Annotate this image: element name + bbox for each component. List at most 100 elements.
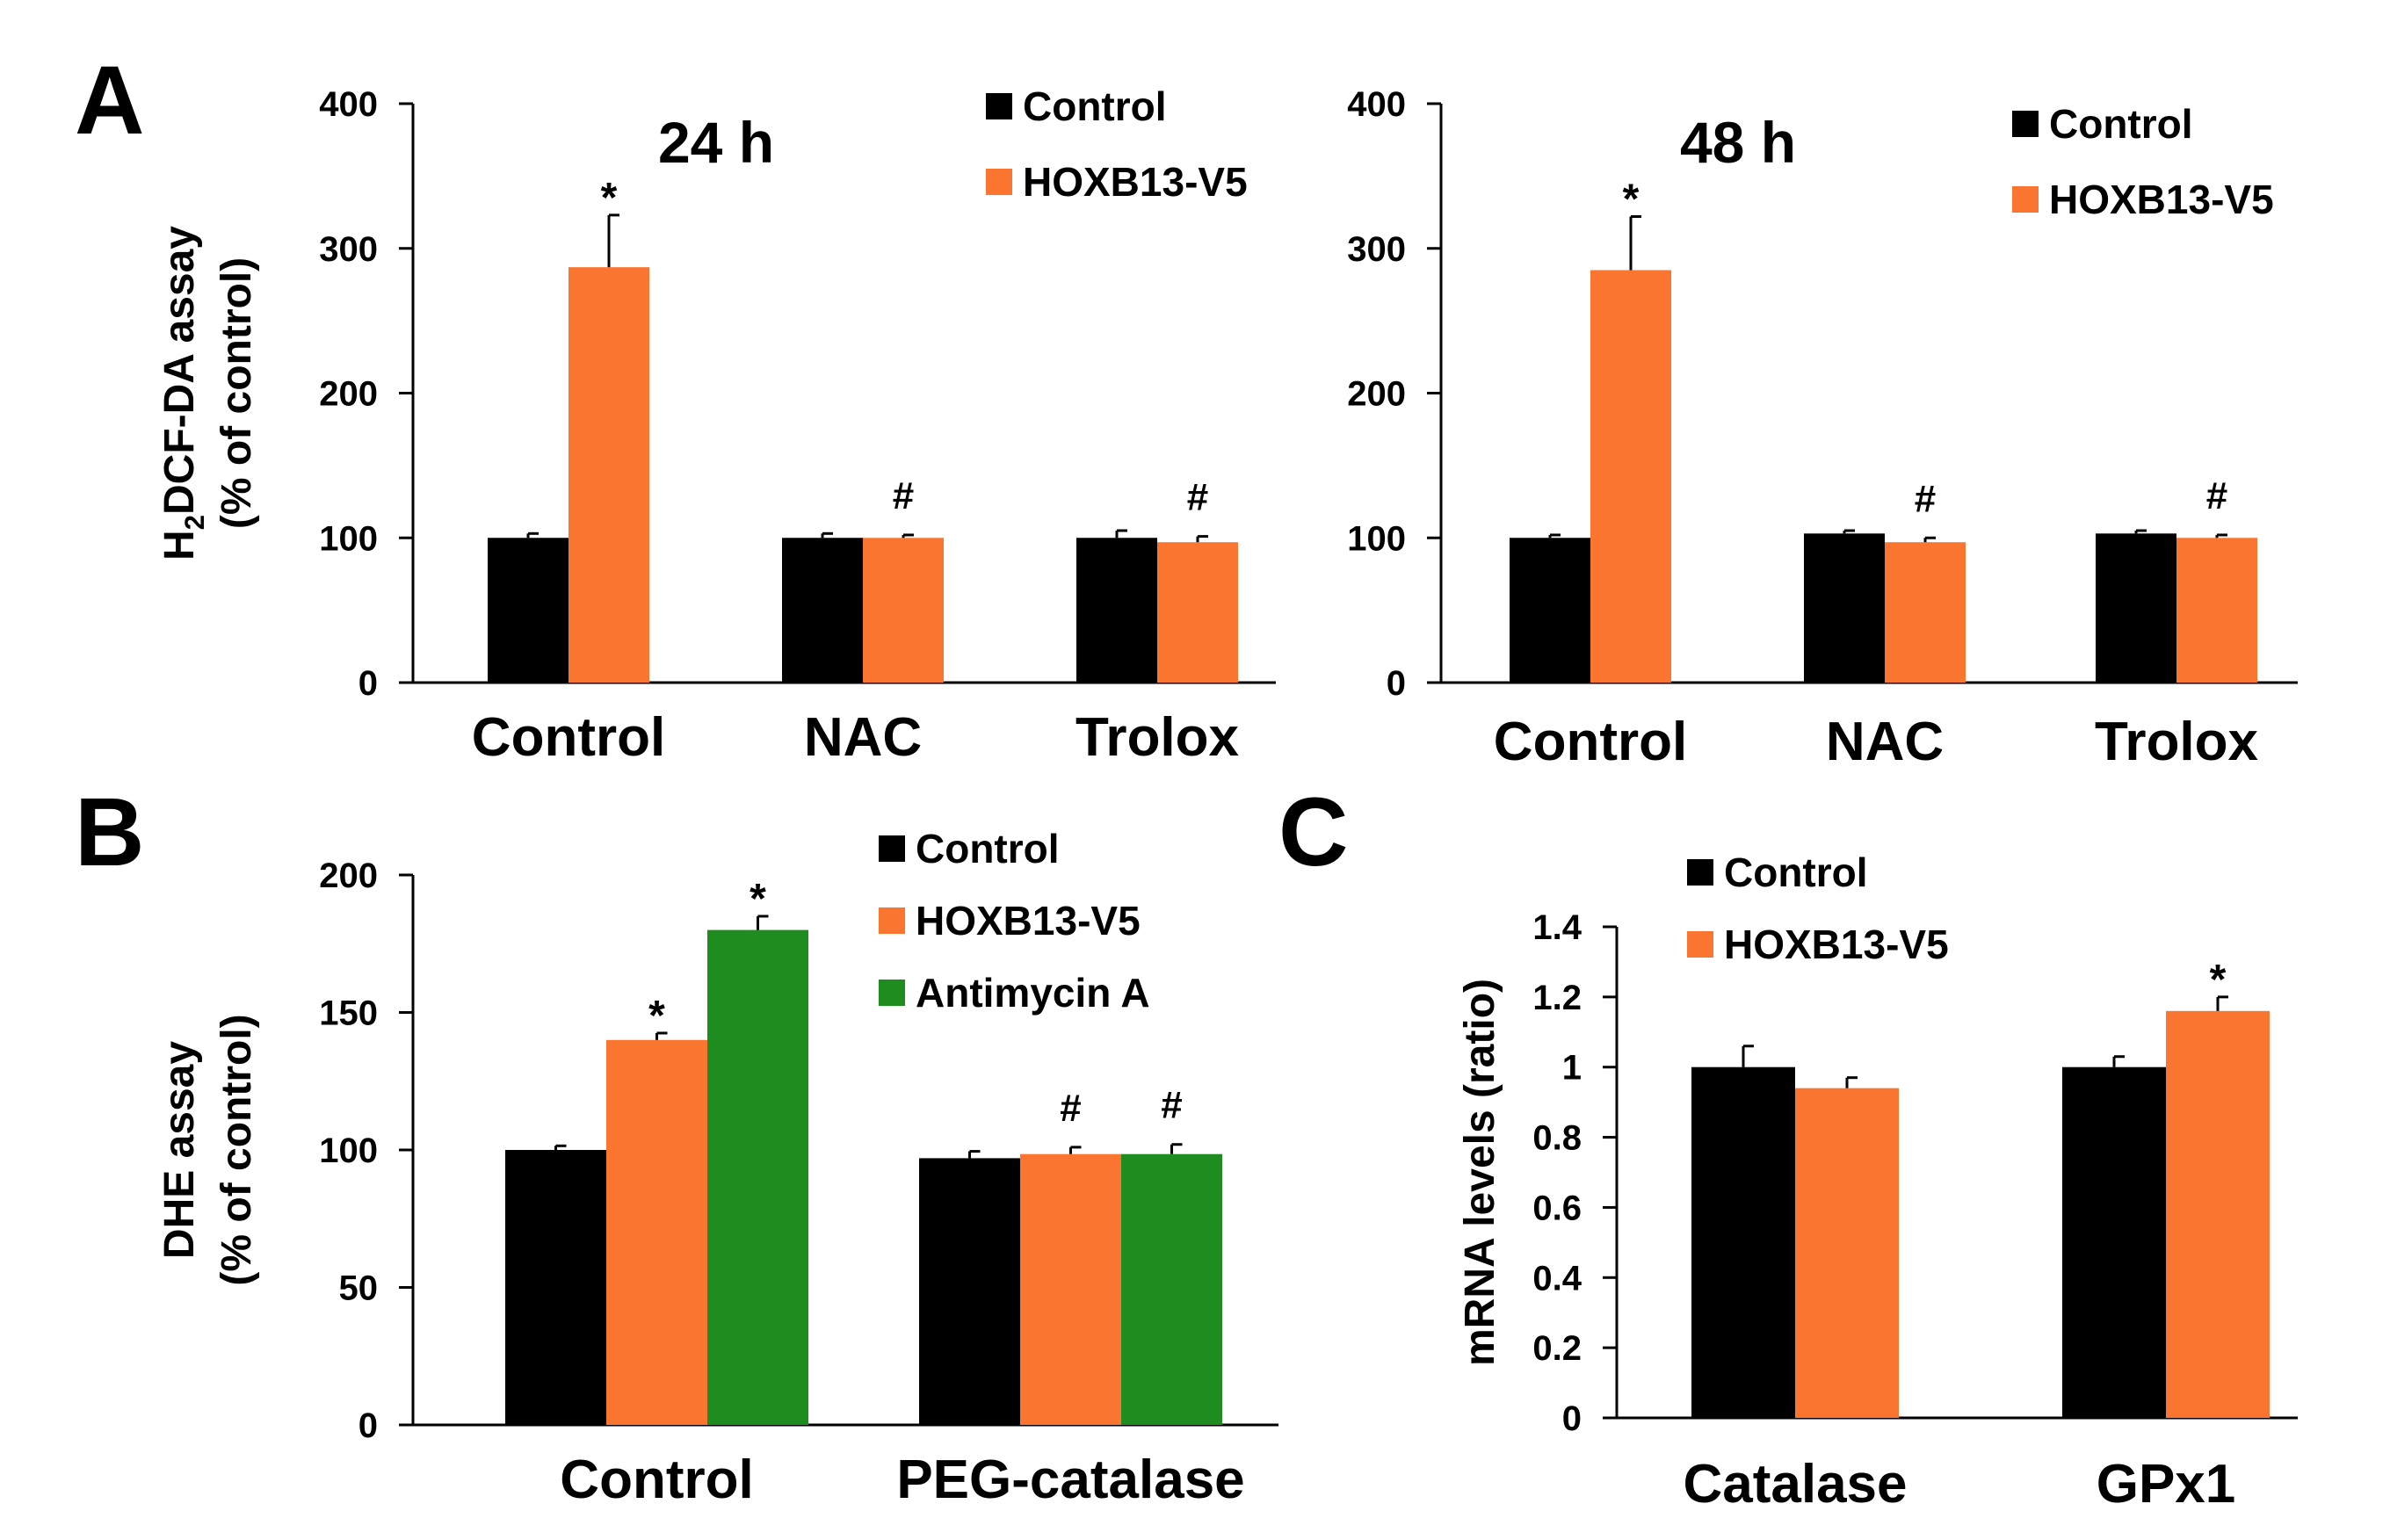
significance-asterisk: * xyxy=(648,993,665,1039)
bar xyxy=(863,538,944,683)
y-axis-label: DHE assay xyxy=(156,1041,203,1259)
panel-label-b: B xyxy=(75,778,144,886)
legend-swatch xyxy=(1687,931,1713,958)
bar xyxy=(1795,1088,1899,1418)
y-axis-label: mRNA levels (ratio) xyxy=(1457,979,1503,1366)
x-category-label: NAC xyxy=(804,707,922,768)
bar xyxy=(1590,270,1671,683)
panel-label-a: A xyxy=(75,47,144,155)
y-tick-label: 200 xyxy=(319,857,378,895)
y-tick-label: 100 xyxy=(319,1132,378,1170)
y-tick-label: 0.2 xyxy=(1532,1329,1582,1368)
x-category-label: Catalase xyxy=(1683,1454,1907,1515)
bar xyxy=(2062,1066,2166,1418)
x-category-label: Control xyxy=(560,1450,753,1510)
bar xyxy=(1691,1066,1795,1418)
x-category-label: Control xyxy=(1494,712,1687,772)
legend-swatch xyxy=(879,980,905,1006)
significance-asterisk: * xyxy=(2210,957,2227,1003)
bar xyxy=(1121,1153,1222,1425)
y-tick-label: 400 xyxy=(319,85,378,124)
bar xyxy=(1804,533,1885,683)
bar xyxy=(782,538,863,683)
chart-title: 48 h xyxy=(1680,110,1796,175)
y-tick-label: 100 xyxy=(319,519,378,558)
x-category-label: Trolox xyxy=(1076,707,1240,768)
chart-c: 0 0.2 0.4 0.6 0.8 1 1.2 1.4 Catalase GPx1 * mRNA le… xyxy=(1457,850,2298,1515)
bar xyxy=(606,1039,707,1425)
y-tick-label: 0.6 xyxy=(1532,1189,1582,1227)
y-axis-label: H2DCF-DA assay xyxy=(156,226,210,560)
chart-title: 24 h xyxy=(658,110,774,175)
legend-label: Control xyxy=(1724,850,1868,895)
legend-label: Control xyxy=(2049,101,2193,147)
y-tick-label: 0.4 xyxy=(1532,1259,1582,1298)
bar xyxy=(488,538,569,683)
legend-swatch xyxy=(2012,111,2039,137)
y-tick-label: 50 xyxy=(339,1269,379,1308)
y-axis-label-line2: (% of control) xyxy=(214,257,260,529)
y-tick-label: 0.8 xyxy=(1532,1119,1582,1158)
significance-hash: # xyxy=(1161,1084,1182,1127)
legend-label: Control xyxy=(916,826,1060,871)
y-axis-label-subscript: 2 xyxy=(179,515,210,530)
legend-swatch xyxy=(986,93,1012,119)
y-tick-label: 0 xyxy=(358,1406,378,1445)
y-tick-label: 300 xyxy=(319,230,378,269)
legend-label: Control xyxy=(1023,83,1167,129)
y-axis-label-part: DCF-DA assay xyxy=(156,226,203,515)
bar xyxy=(1020,1153,1121,1425)
x-category-label: NAC xyxy=(1826,712,1944,772)
bar xyxy=(505,1150,606,1425)
y-tick-label: 150 xyxy=(319,994,378,1033)
x-category-label: Control xyxy=(472,707,665,768)
bar xyxy=(569,267,649,683)
bar xyxy=(919,1158,1020,1425)
x-category-label: GPx1 xyxy=(2097,1454,2236,1515)
bar xyxy=(2096,533,2176,683)
legend-label: HOXB13-V5 xyxy=(2049,177,2274,222)
y-tick-label: 0 xyxy=(1387,664,1406,703)
significance-asterisk: * xyxy=(601,175,618,221)
y-tick-label: 200 xyxy=(319,375,378,414)
legend-swatch xyxy=(879,835,905,862)
legend-label: HOXB13-V5 xyxy=(1724,922,1949,967)
y-tick-label: 300 xyxy=(1347,230,1406,269)
y-tick-label: 1.2 xyxy=(1532,979,1582,1017)
legend-swatch xyxy=(879,907,905,934)
y-tick-label: 1 xyxy=(1562,1049,1582,1088)
significance-hash: # xyxy=(1060,1087,1081,1130)
significance-hash: # xyxy=(1187,476,1208,519)
legend-label: Antimycin A xyxy=(916,970,1150,1016)
legend-swatch xyxy=(1687,859,1713,886)
significance-asterisk: * xyxy=(1623,177,1640,223)
significance-hash: # xyxy=(2206,474,2227,517)
y-tick-label: 0 xyxy=(1562,1399,1582,1438)
bar xyxy=(2166,1010,2270,1418)
bar xyxy=(2176,538,2257,683)
bar xyxy=(1885,542,1966,683)
chart-b: 0 50 100 150 200 Control PEG-catalase * * # # DHE a… xyxy=(156,826,1278,1510)
legend-swatch xyxy=(2012,186,2039,213)
y-axis-label-part: H xyxy=(156,530,203,560)
bar xyxy=(1076,538,1157,683)
y-tick-label: 400 xyxy=(1347,85,1406,124)
legend-swatch xyxy=(986,169,1012,195)
legend-label: HOXB13-V5 xyxy=(1023,159,1248,205)
bar xyxy=(1510,538,1590,683)
significance-asterisk: * xyxy=(750,876,766,922)
x-category-label: Trolox xyxy=(2095,712,2259,772)
chart-a48: 0 100 200 300 400 Control NAC Trolox * # #48 h Cont… xyxy=(1347,85,2298,772)
y-tick-label: 100 xyxy=(1347,519,1406,558)
y-tick-label: 1.4 xyxy=(1532,908,1582,947)
legend-label: HOXB13-V5 xyxy=(916,898,1141,944)
significance-hash: # xyxy=(1915,477,1936,520)
significance-hash: # xyxy=(893,474,914,517)
bar xyxy=(707,929,808,1425)
y-tick-label: 200 xyxy=(1347,375,1406,414)
y-axis-label-line2: (% of control) xyxy=(214,1014,260,1285)
x-category-label: PEG-catalase xyxy=(896,1450,1244,1510)
bar xyxy=(1157,542,1238,683)
chart-a24: 0 100 200 300 400 Control NAC Trolox * # #24 h H2DC… xyxy=(156,83,1276,768)
